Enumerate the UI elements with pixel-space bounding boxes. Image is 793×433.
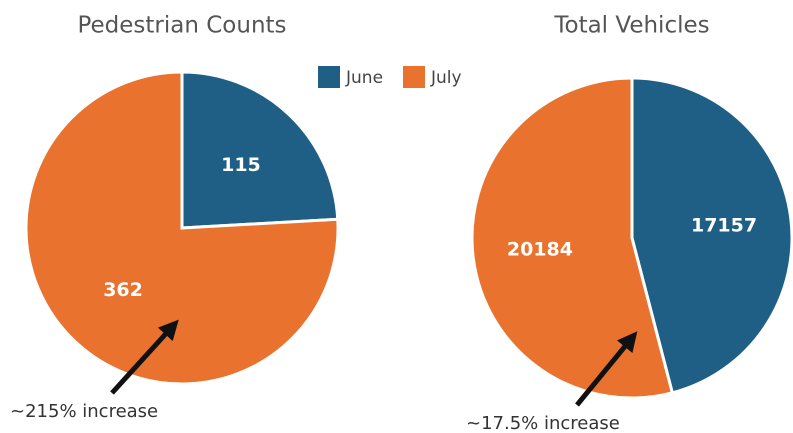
legend: June July (318, 66, 462, 88)
legend-label: July (430, 68, 462, 88)
legend-label: June (345, 68, 383, 88)
arrow (110, 319, 179, 395)
pie-slice (180, 70, 340, 230)
legend-swatch (318, 66, 340, 88)
data-label: 17157 (691, 215, 757, 237)
legend-swatch (403, 66, 425, 88)
arrow (575, 331, 638, 407)
chart-title: Total Vehicles (553, 13, 709, 39)
data-label: 20184 (507, 238, 573, 260)
annotation: ~17.5% increase (466, 413, 620, 433)
pie-slice (630, 76, 793, 395)
pie-slice (24, 70, 340, 386)
pie-slice (470, 76, 675, 400)
data-label: 362 (103, 279, 143, 301)
data-label: 115 (221, 154, 261, 176)
chart-title: Pedestrian Counts (77, 13, 286, 39)
annotation: ~215% increase (10, 401, 158, 422)
